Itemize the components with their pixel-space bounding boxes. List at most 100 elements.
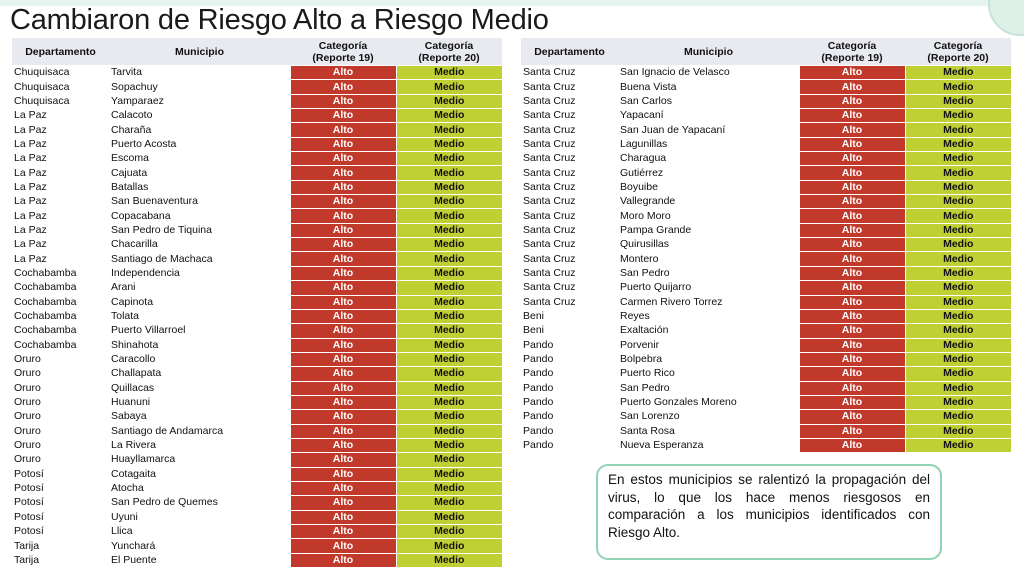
table-row: Santa Cruz Puerto Quijarro Alto Medio xyxy=(521,280,1011,296)
municipio-cell: Boyuibe xyxy=(618,180,799,196)
municipio-cell: Escoma xyxy=(109,151,290,167)
table-row: Cochabamba Puerto Villarroel Alto Medio xyxy=(12,323,502,339)
categoria-reporte-20-cell: Medio xyxy=(395,108,502,124)
right-table-body: Santa Cruz San Ignacio de Velasco Alto Medi… xyxy=(521,65,1011,454)
left-risk-table: Departamento Municipio Categoría (Reporte… xyxy=(12,38,502,569)
departamento-cell: Santa Cruz xyxy=(521,65,618,81)
departamento-cell: Santa Cruz xyxy=(521,79,618,95)
categoria-reporte-19-cell: Alto xyxy=(289,323,396,339)
table-row: Santa Cruz Lagunillas Alto Medio xyxy=(521,137,1011,153)
departamento-cell: Chuquisaca xyxy=(12,79,109,95)
categoria-reporte-20-cell: Medio xyxy=(395,366,502,382)
categoria-reporte-20-cell: Medio xyxy=(395,151,502,167)
categoria-reporte-20-cell: Medio xyxy=(904,338,1011,353)
municipio-cell: Bolpebra xyxy=(618,352,799,368)
departamento-cell: Pando xyxy=(521,366,618,382)
categoria-reporte-19-cell: Alto xyxy=(289,137,396,153)
municipio-cell: Santa Rosa xyxy=(618,424,799,439)
categoria-reporte-20-cell: Medio xyxy=(395,165,502,181)
municipio-cell: Buena Vista xyxy=(618,79,799,95)
departamento-cell: Potosí xyxy=(12,524,109,540)
table-row: La Paz Escoma Alto Medio xyxy=(12,151,502,167)
table-row: Oruro Challapata Alto Medio xyxy=(12,366,502,382)
table-row: Pando Nueva Esperanza Alto Medio xyxy=(521,438,1011,454)
categoria-reporte-20-cell: Medio xyxy=(904,94,1011,110)
table-header-row: Departamento Municipio Categoría (Reporte… xyxy=(12,38,502,66)
municipio-cell: Puerto Villarroel xyxy=(109,323,290,339)
table-row: Cochabamba Arani Alto Medio xyxy=(12,280,502,296)
categoria-reporte-20-cell: Medio xyxy=(904,180,1011,196)
categoria-reporte-19-cell: Alto xyxy=(798,309,905,325)
departamento-cell: Chuquisaca xyxy=(12,94,109,110)
categoria-reporte-19-cell: Alto xyxy=(289,409,396,425)
categoria-reporte-19-cell: Alto xyxy=(289,251,396,267)
departamento-cell: La Paz xyxy=(12,137,109,153)
categoria-reporte-20-cell: Medio xyxy=(395,395,502,411)
categoria-reporte-19-cell: Alto xyxy=(798,251,905,267)
categoria-reporte-19-cell: Alto xyxy=(289,553,396,569)
categoria-reporte-19-cell: Alto xyxy=(289,280,396,296)
categoria-reporte-19-cell: Alto xyxy=(798,122,905,138)
municipio-cell: El Puente xyxy=(109,553,290,569)
departamento-cell: Cochabamba xyxy=(12,280,109,296)
categoria-reporte-20-cell: Medio xyxy=(904,79,1011,95)
table-row: Oruro Huayllamarca Alto Medio xyxy=(12,452,502,468)
categoria-reporte-20-cell: Medio xyxy=(904,266,1011,282)
municipio-cell: Quirusillas xyxy=(618,237,799,253)
municipio-cell: Puerto Rico xyxy=(618,366,799,382)
departamento-cell: Santa Cruz xyxy=(521,237,618,253)
municipio-cell: Yunchará xyxy=(109,538,290,554)
municipio-cell: Atocha xyxy=(109,481,290,497)
departamento-cell: Oruro xyxy=(12,438,109,454)
categoria-reporte-20-cell: Medio xyxy=(904,309,1011,325)
departamento-cell: Potosí xyxy=(12,481,109,497)
departamento-cell: Cochabamba xyxy=(12,266,109,282)
municipio-cell: Charaña xyxy=(109,122,290,138)
municipio-cell: Huayllamarca xyxy=(109,452,290,468)
departamento-cell: Santa Cruz xyxy=(521,280,618,296)
municipio-cell: Yapacaní xyxy=(618,108,799,124)
categoria-reporte-19-cell: Alto xyxy=(798,266,905,282)
categoria-reporte-20-cell: Medio xyxy=(395,352,502,368)
municipio-cell: San Pedro xyxy=(618,381,799,396)
table-row: Oruro Santiago de Andamarca Alto Medio xyxy=(12,424,502,439)
categoria-reporte-20-cell: Medio xyxy=(395,524,502,540)
departamento-cell: Pando xyxy=(521,338,618,353)
departamento-cell: Pando xyxy=(521,409,618,425)
table-row: Oruro La Rivera Alto Medio xyxy=(12,438,502,454)
categoria-reporte-20-cell: Medio xyxy=(904,323,1011,339)
categoria-reporte-20-cell: Medio xyxy=(395,180,502,196)
municipio-cell: Tarvita xyxy=(109,65,290,81)
table-row: Potosí Atocha Alto Medio xyxy=(12,481,502,497)
municipio-cell: Capinota xyxy=(109,295,290,310)
departamento-cell: Oruro xyxy=(12,366,109,382)
departamento-cell: La Paz xyxy=(12,122,109,138)
table-row: Santa Cruz Buena Vista Alto Medio xyxy=(521,79,1011,95)
categoria-reporte-20-cell: Medio xyxy=(904,352,1011,368)
municipio-cell: San Ignacio de Velasco xyxy=(618,65,799,81)
departamento-cell: Santa Cruz xyxy=(521,251,618,267)
municipio-cell: Calacoto xyxy=(109,108,290,124)
table-row: Tarija El Puente Alto Medio xyxy=(12,553,502,569)
departamento-cell: Potosí xyxy=(12,495,109,511)
categoria-reporte-19-cell: Alto xyxy=(289,165,396,181)
header-municipio: Municipio xyxy=(618,38,799,66)
table-row: La Paz Puerto Acosta Alto Medio xyxy=(12,137,502,153)
categoria-reporte-19-cell: Alto xyxy=(289,366,396,382)
municipio-cell: Cotagaita xyxy=(109,467,290,482)
departamento-cell: La Paz xyxy=(12,194,109,210)
categoria-reporte-20-cell: Medio xyxy=(904,280,1011,296)
categoria-reporte-20-cell: Medio xyxy=(395,538,502,554)
categoria-reporte-20-cell: Medio xyxy=(395,137,502,153)
table-row: Santa Cruz Quirusillas Alto Medio xyxy=(521,237,1011,253)
municipio-cell: Yamparaez xyxy=(109,94,290,110)
departamento-cell: Beni xyxy=(521,309,618,325)
table-row: Beni Exaltación Alto Medio xyxy=(521,323,1011,339)
categoria-reporte-19-cell: Alto xyxy=(289,424,396,439)
categoria-reporte-20-cell: Medio xyxy=(904,438,1011,454)
categoria-reporte-19-cell: Alto xyxy=(289,266,396,282)
categoria-reporte-20-cell: Medio xyxy=(395,223,502,239)
table-row: Santa Cruz San Pedro Alto Medio xyxy=(521,266,1011,282)
categoria-reporte-20-cell: Medio xyxy=(395,510,502,526)
table-row: Pando Puerto Gonzales Moreno Alto Medio xyxy=(521,395,1011,411)
